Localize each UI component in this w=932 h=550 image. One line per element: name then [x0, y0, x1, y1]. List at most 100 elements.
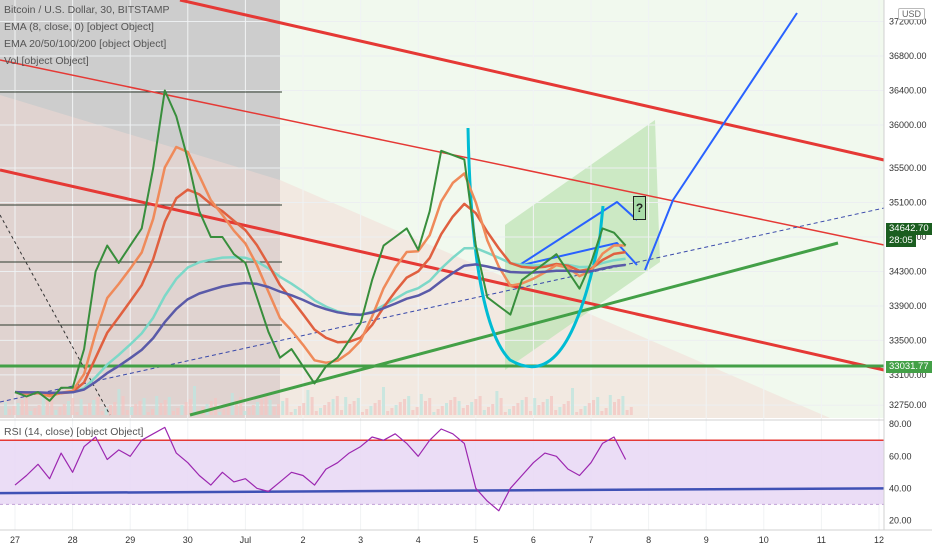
- volume-bar: [41, 392, 45, 415]
- volume-bar: [46, 399, 49, 415]
- volume-bar: [239, 397, 243, 415]
- volume-bar: [356, 398, 360, 415]
- volume-bar: [558, 407, 562, 415]
- volume-bar: [487, 407, 490, 415]
- time-tick-label: 10: [759, 535, 769, 545]
- volume-bar: [495, 391, 499, 415]
- volume-bar: [440, 406, 444, 415]
- volume-bar: [29, 411, 33, 415]
- volume-bar: [545, 399, 549, 415]
- green-rising-trendline: [189, 241, 839, 417]
- time-tick-label: 11: [817, 535, 826, 545]
- volume-bar: [180, 405, 184, 415]
- volume-bar: [214, 398, 217, 415]
- volume-bar: [629, 407, 633, 415]
- time-tick-label: 28: [68, 535, 78, 545]
- volume-bar: [533, 398, 537, 415]
- volume-bar: [130, 407, 133, 415]
- rsi-legend[interactable]: RSI (14, close) [object Object]: [4, 426, 144, 438]
- blue-projection-path: [644, 12, 798, 271]
- volume-bar: [247, 408, 251, 415]
- volume-bar: [403, 399, 406, 415]
- price-tick-label: 33100.00: [889, 370, 927, 380]
- ema8-legend[interactable]: EMA (8, close, 0) [object Object]: [4, 21, 154, 33]
- currency-badge[interactable]: USD: [898, 8, 926, 20]
- volume-bar: [407, 396, 411, 415]
- volume-bar: [508, 409, 511, 415]
- volume-bar: [16, 403, 20, 415]
- volume-bar: [348, 404, 352, 415]
- volume-bar: [386, 411, 390, 415]
- volume-bar: [285, 398, 289, 415]
- volume-bar: [529, 411, 532, 415]
- time-tick-label: 12: [874, 535, 884, 545]
- volume-bar: [587, 403, 591, 415]
- volume-bar: [566, 401, 570, 415]
- volume-bar: [176, 408, 180, 415]
- volume-bar: [277, 404, 280, 415]
- volume-bar: [625, 410, 629, 415]
- volume-bar: [79, 399, 83, 415]
- price-tick-label: 35500.00: [889, 163, 927, 173]
- volume-bar: [264, 396, 268, 415]
- volume-bar: [352, 401, 356, 415]
- volume-bar: [491, 404, 495, 415]
- time-tick-label: 2: [300, 535, 305, 545]
- volume-bar: [188, 399, 192, 415]
- volume-bar: [314, 411, 318, 415]
- volume-bar: [121, 396, 125, 415]
- volume-bar: [104, 408, 108, 415]
- volume-bar: [134, 404, 138, 415]
- volume-bar: [138, 401, 142, 415]
- rsi-tick-label: 80.00: [889, 419, 912, 429]
- rsi-tick-label: 40.00: [889, 483, 912, 493]
- volume-bar: [499, 398, 503, 415]
- volume-bar: [289, 412, 293, 415]
- volume-bar: [411, 410, 415, 415]
- volume-bar: [377, 400, 381, 415]
- volume-bar: [554, 410, 558, 415]
- time-tick-label: 4: [416, 535, 421, 545]
- blue-flag-upper: [517, 201, 638, 267]
- price-tick-label: 33500.00: [889, 335, 927, 345]
- volume-bar: [62, 404, 66, 415]
- volume-bar: [243, 411, 247, 415]
- volume-bar: [428, 398, 432, 415]
- volume-bar: [608, 395, 612, 415]
- volume-bar: [579, 409, 583, 415]
- ema-ribbon-legend[interactable]: EMA 20/50/100/200 [object Object]: [4, 38, 167, 50]
- volume-bar: [151, 409, 154, 415]
- question-mark-annotation[interactable]: ?: [633, 196, 646, 220]
- volume-bar: [340, 410, 343, 415]
- volume-bar: [327, 402, 331, 415]
- time-tick-label: 7: [588, 535, 593, 545]
- volume-bar: [88, 403, 91, 415]
- volume-bar: [260, 399, 264, 415]
- volume-bar: [109, 405, 112, 415]
- rsi-blue-trendline: [0, 487, 885, 495]
- descending-wedge-shade: [0, 95, 830, 418]
- price-tick-label: 33900.00: [889, 301, 927, 311]
- ema100-line: [14, 246, 626, 395]
- price-tick-label: 36400.00: [889, 85, 927, 95]
- volume-bar: [54, 410, 58, 415]
- price-line: [14, 89, 627, 402]
- volume-bar: [167, 397, 171, 415]
- volume-bar: [71, 398, 75, 415]
- volume-bar: [516, 403, 520, 415]
- volume-legend[interactable]: Vol [object Object]: [4, 55, 89, 67]
- time-tick-label: 6: [531, 535, 536, 545]
- volume-bar: [466, 405, 469, 415]
- volume-bar: [184, 402, 188, 415]
- volume-bar: [424, 401, 427, 415]
- volume-bar: [235, 400, 238, 415]
- volume-bar: [457, 401, 461, 415]
- ema50-line: [14, 188, 626, 396]
- volume-bar: [310, 397, 314, 415]
- price-tick-label: 37200.00: [889, 17, 927, 27]
- volume-bar: [461, 408, 465, 415]
- time-tick-label: 3: [358, 535, 363, 545]
- volume-bar: [193, 386, 196, 415]
- volume-bar: [92, 400, 96, 415]
